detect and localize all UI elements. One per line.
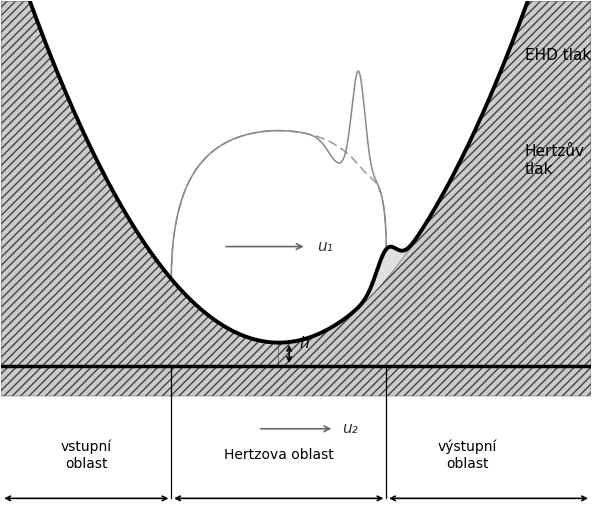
Text: Hertzova oblast: Hertzova oblast xyxy=(224,448,334,462)
Polygon shape xyxy=(279,2,591,366)
Polygon shape xyxy=(1,2,279,366)
Text: h: h xyxy=(299,336,309,350)
Polygon shape xyxy=(1,366,591,396)
Text: vstupní
oblast: vstupní oblast xyxy=(61,440,112,470)
Text: Hertzův
tlak: Hertzův tlak xyxy=(525,144,585,176)
Text: u₂: u₂ xyxy=(342,421,358,436)
Text: EHD tlak: EHD tlak xyxy=(525,48,591,63)
Text: výstupní
oblast: výstupní oblast xyxy=(438,440,498,470)
Text: u₁: u₁ xyxy=(317,239,333,254)
